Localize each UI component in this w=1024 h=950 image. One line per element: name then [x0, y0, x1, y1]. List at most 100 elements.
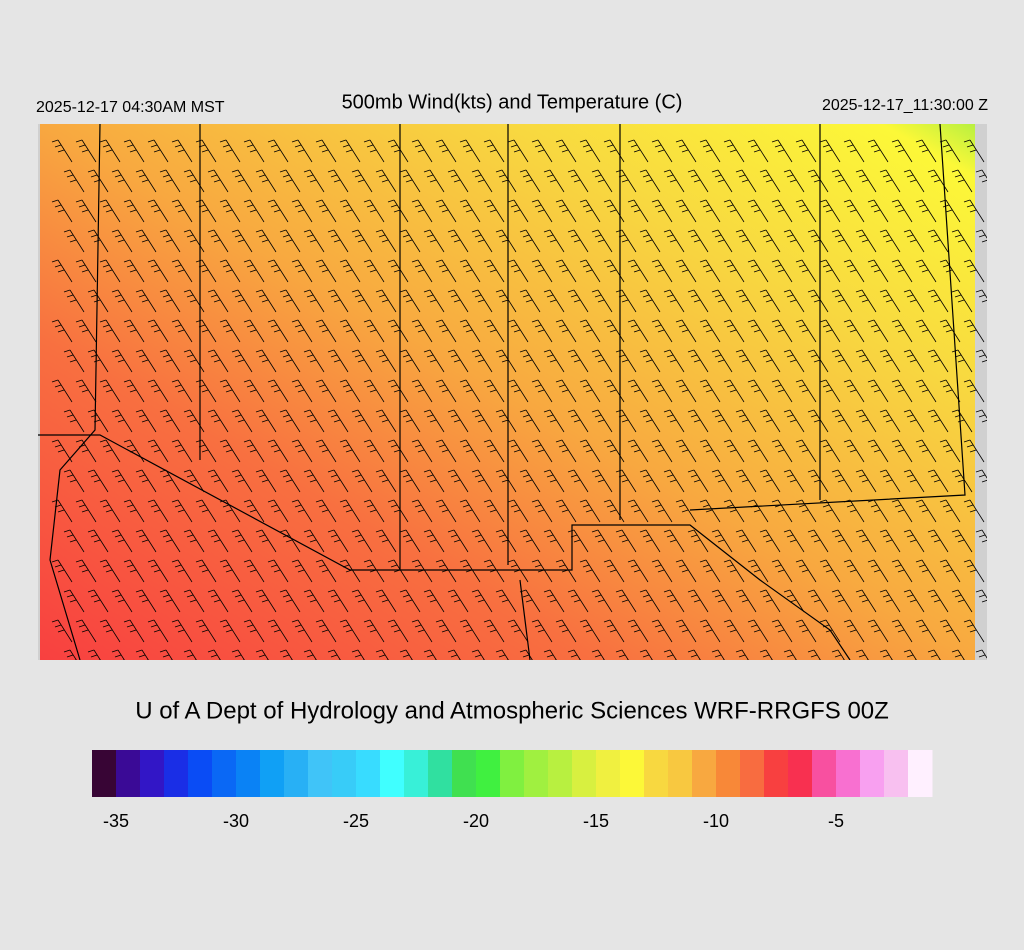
wind-barb — [903, 589, 925, 613]
wind-barb — [75, 559, 97, 583]
wind-barb — [351, 229, 373, 253]
wind-barb — [843, 139, 865, 163]
colorbar-segment — [716, 750, 741, 797]
wind-barb — [495, 229, 517, 253]
wind-barb — [231, 649, 245, 660]
wind-barb — [195, 439, 217, 463]
wind-barb — [783, 529, 805, 553]
colorbar-segment — [500, 750, 525, 797]
wind-barbs — [51, 139, 987, 660]
wind-barb — [735, 169, 757, 193]
wind-barb — [795, 259, 817, 283]
wind-barb — [291, 439, 313, 463]
wind-barb — [387, 619, 409, 643]
wind-barb — [627, 559, 649, 583]
wind-barb — [615, 289, 637, 313]
wind-barb — [891, 199, 913, 223]
wind-barb — [99, 439, 121, 463]
wind-barb — [915, 499, 937, 523]
wind-barb — [747, 259, 769, 283]
wind-barb — [639, 409, 661, 433]
wind-barb — [75, 199, 97, 223]
wind-barb — [735, 469, 757, 493]
wind-barb — [555, 439, 577, 463]
wind-barb — [975, 409, 987, 423]
wind-barb — [123, 139, 145, 163]
wind-barb — [939, 559, 961, 583]
wind-barb — [903, 469, 925, 493]
wind-barb — [135, 409, 157, 433]
wind-barb — [843, 439, 865, 463]
wind-barb — [387, 439, 409, 463]
wind-barb — [603, 499, 625, 523]
wind-barb — [963, 199, 985, 223]
wind-barb — [207, 409, 229, 433]
wind-barb — [843, 379, 865, 403]
wind-barb — [939, 259, 961, 283]
wind-barb — [615, 169, 637, 193]
wind-barb — [663, 349, 685, 373]
wind-barb — [435, 199, 457, 223]
wind-barb — [591, 289, 613, 313]
wind-barb — [963, 379, 985, 403]
wind-barb — [339, 199, 361, 223]
wind-barb — [927, 289, 949, 313]
wind-barb — [375, 229, 397, 253]
wind-barb — [267, 319, 289, 343]
wind-barb — [207, 169, 229, 193]
wind-barb — [483, 379, 505, 403]
wind-barb — [759, 589, 781, 613]
wind-barb — [303, 649, 317, 660]
wind-barb — [303, 229, 325, 253]
wind-barb — [327, 409, 349, 433]
wind-barb — [471, 289, 493, 313]
wind-barb — [507, 439, 529, 463]
wind-barb — [519, 589, 541, 613]
wind-barb — [351, 589, 373, 613]
wind-barb — [603, 259, 625, 283]
wind-barb — [147, 259, 169, 283]
wind-barb — [423, 529, 445, 553]
wind-barb — [495, 349, 517, 373]
wind-barb — [951, 589, 973, 613]
wind-barb — [471, 649, 485, 660]
wind-barb — [447, 529, 469, 553]
wind-barb — [423, 649, 437, 660]
wind-barb — [195, 379, 217, 403]
wind-barb — [75, 139, 97, 163]
wind-barb — [543, 409, 565, 433]
wind-barb — [723, 139, 745, 163]
wind-barb — [279, 649, 293, 660]
colorbar-tick-label: -30 — [223, 811, 249, 831]
wind-barb — [879, 409, 901, 433]
wind-barb — [123, 499, 145, 523]
wind-barb — [339, 499, 361, 523]
wind-barb — [171, 379, 193, 403]
wind-barb — [87, 469, 109, 493]
colorbar-segment — [572, 750, 597, 797]
wind-barb — [891, 319, 913, 343]
wind-barb — [351, 529, 373, 553]
wind-barb — [267, 259, 289, 283]
wind-barb — [651, 139, 673, 163]
colorbar-segment — [740, 750, 765, 797]
wind-barb — [423, 409, 445, 433]
wind-barb — [303, 409, 325, 433]
colorbar-segment — [812, 750, 837, 797]
colorbar-segment — [212, 750, 237, 797]
wind-barb — [387, 199, 409, 223]
wind-barb — [831, 529, 853, 553]
wind-barb — [495, 649, 509, 660]
wind-barb — [171, 139, 193, 163]
wind-barb — [243, 259, 265, 283]
wind-barb — [471, 469, 493, 493]
wind-barb — [639, 589, 661, 613]
wind-barb — [951, 229, 973, 253]
wind-barb — [447, 169, 469, 193]
wind-barb — [507, 379, 529, 403]
wind-barb — [783, 289, 805, 313]
wind-barb — [819, 199, 841, 223]
wind-barb — [687, 349, 709, 373]
wind-barb — [531, 139, 553, 163]
